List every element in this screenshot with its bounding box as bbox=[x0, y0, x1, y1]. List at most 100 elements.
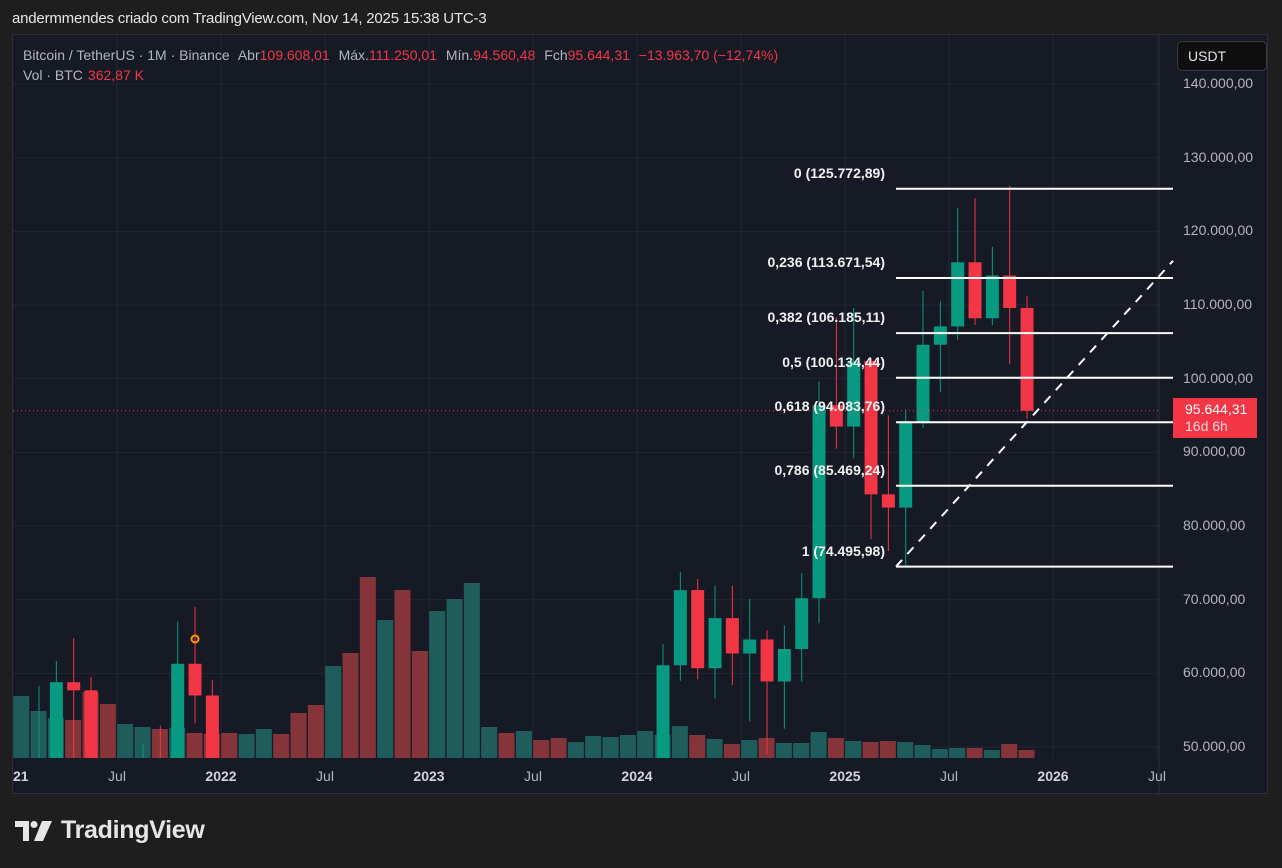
price-axis-label: 70.000,00 bbox=[1183, 590, 1246, 607]
volume-bar bbox=[463, 583, 480, 758]
candlestick-chart[interactable] bbox=[13, 35, 1269, 795]
tradingview-logo[interactable]: TradingView bbox=[15, 816, 205, 845]
close-value: 95.644,31 bbox=[567, 47, 630, 63]
high-label: Máx. bbox=[338, 47, 369, 63]
bar-countdown: 16d 6h bbox=[1185, 418, 1228, 434]
time-axis-label: Jul bbox=[316, 768, 334, 784]
fib-label: 0,5 (100.134,44) bbox=[782, 353, 885, 370]
time-axis-label: 2023 bbox=[413, 768, 445, 784]
candle[interactable] bbox=[899, 409, 913, 567]
currency-button[interactable]: USDT bbox=[1177, 41, 1267, 71]
price-axis-label: 130.000,00 bbox=[1183, 148, 1254, 165]
volume-bar bbox=[602, 737, 619, 758]
volume-bar bbox=[515, 731, 532, 758]
last-price-value: 95.644,31 bbox=[1185, 401, 1248, 417]
price-axis-label: 90.000,00 bbox=[1183, 443, 1246, 460]
price-axis-label: 110.000,00 bbox=[1183, 296, 1253, 312]
volume-label[interactable]: Vol · BTC bbox=[23, 67, 83, 83]
fib-trend-line[interactable] bbox=[895, 260, 1174, 568]
fib-label: 0,786 (85.469,24) bbox=[774, 461, 885, 478]
price-axis-label: 140.000,00 bbox=[1183, 75, 1254, 91]
volume-bar bbox=[359, 577, 376, 758]
volume-bar bbox=[810, 732, 827, 758]
low-label: Mín. bbox=[445, 47, 474, 63]
candle[interactable] bbox=[725, 585, 739, 686]
chart-panel[interactable]: Bitcoin / TetherUS · 1M · Binance Abr109… bbox=[12, 34, 1269, 795]
candle[interactable] bbox=[847, 307, 861, 459]
candle[interactable] bbox=[84, 677, 98, 795]
price-axis-label: 50.000,00 bbox=[1183, 738, 1246, 755]
candle[interactable] bbox=[656, 643, 670, 795]
candle[interactable] bbox=[777, 625, 791, 729]
candle[interactable] bbox=[951, 207, 965, 340]
open-label: Abr bbox=[237, 47, 260, 63]
candle[interactable] bbox=[49, 660, 63, 785]
time-axis-label: Jul bbox=[524, 768, 542, 784]
candle[interactable] bbox=[708, 585, 722, 699]
candle[interactable] bbox=[154, 725, 167, 795]
volume-bar bbox=[706, 739, 723, 758]
symbol-label[interactable]: Bitcoin / TetherUS · 1M · Binance bbox=[23, 47, 230, 63]
volume-bar bbox=[862, 742, 879, 758]
volume-bar bbox=[949, 748, 966, 758]
volume-bar bbox=[619, 735, 636, 758]
price-axis-label: 100.000,00 bbox=[1183, 369, 1254, 386]
candle[interactable] bbox=[829, 317, 843, 449]
candle[interactable] bbox=[171, 621, 185, 795]
candle[interactable] bbox=[812, 381, 826, 624]
candle[interactable] bbox=[1020, 295, 1034, 419]
candle[interactable] bbox=[205, 679, 219, 795]
candle[interactable] bbox=[33, 685, 46, 795]
candle[interactable] bbox=[916, 291, 930, 429]
volume-bar bbox=[290, 713, 307, 758]
open-value: 109.608,01 bbox=[259, 47, 330, 63]
candle[interactable] bbox=[1003, 185, 1017, 364]
volume-bar bbox=[377, 620, 394, 758]
volume-bar bbox=[585, 736, 602, 758]
candle[interactable] bbox=[968, 198, 982, 325]
ohlc-row: Bitcoin / TetherUS · 1M · Binance Abr109… bbox=[23, 45, 778, 65]
volume-bar bbox=[411, 651, 428, 758]
price-axis-label: 120.000,00 bbox=[1183, 222, 1254, 239]
chart-caption: andermmendes criado com TradingView.com,… bbox=[12, 10, 487, 27]
fib-label: 1 (74.495,98) bbox=[801, 542, 885, 559]
volume-bar bbox=[273, 734, 290, 758]
time-axis-label: 2026 bbox=[1037, 768, 1069, 784]
volume-value: 362,87 K bbox=[87, 67, 144, 83]
volume-bar bbox=[1001, 744, 1018, 758]
volume-bar bbox=[845, 741, 862, 758]
time-axis-label: 2024 bbox=[621, 768, 653, 784]
volume-bar bbox=[429, 611, 446, 758]
volume-bar bbox=[533, 740, 550, 758]
candle[interactable] bbox=[691, 579, 705, 680]
volume-bar bbox=[186, 733, 203, 758]
change-value: −13.963,70 (−12,74%) bbox=[638, 47, 779, 63]
volume-bar bbox=[671, 726, 688, 758]
volume-bar bbox=[689, 735, 706, 758]
low-value: 94.560,48 bbox=[473, 47, 536, 63]
volume-bar bbox=[481, 727, 498, 758]
candle[interactable] bbox=[743, 598, 757, 722]
volume-bar bbox=[723, 744, 740, 758]
candle[interactable] bbox=[673, 571, 687, 681]
time-axis-label: Jul bbox=[1148, 768, 1166, 784]
volume-bar bbox=[342, 653, 359, 758]
chart-legend: Bitcoin / TetherUS · 1M · Binance Abr109… bbox=[23, 45, 778, 85]
close-label: Fch bbox=[544, 47, 568, 63]
candle[interactable] bbox=[188, 607, 202, 724]
volume-bar bbox=[637, 731, 654, 758]
high-value: 111.250,01 bbox=[368, 47, 437, 63]
candle[interactable] bbox=[881, 415, 895, 552]
volume-bar bbox=[793, 743, 810, 758]
candle[interactable] bbox=[67, 637, 81, 769]
candle[interactable] bbox=[760, 630, 774, 755]
candle[interactable] bbox=[864, 358, 878, 540]
tradingview-logo-text: TradingView bbox=[61, 816, 205, 844]
volume-bar bbox=[255, 729, 272, 758]
price-axis-label: 60.000,00 bbox=[1183, 664, 1246, 681]
candle[interactable] bbox=[795, 573, 809, 682]
time-axis-label: Jul bbox=[108, 768, 126, 784]
event-marker-icon[interactable] bbox=[190, 634, 200, 644]
volume-bar bbox=[117, 724, 134, 758]
candle[interactable] bbox=[985, 246, 999, 325]
